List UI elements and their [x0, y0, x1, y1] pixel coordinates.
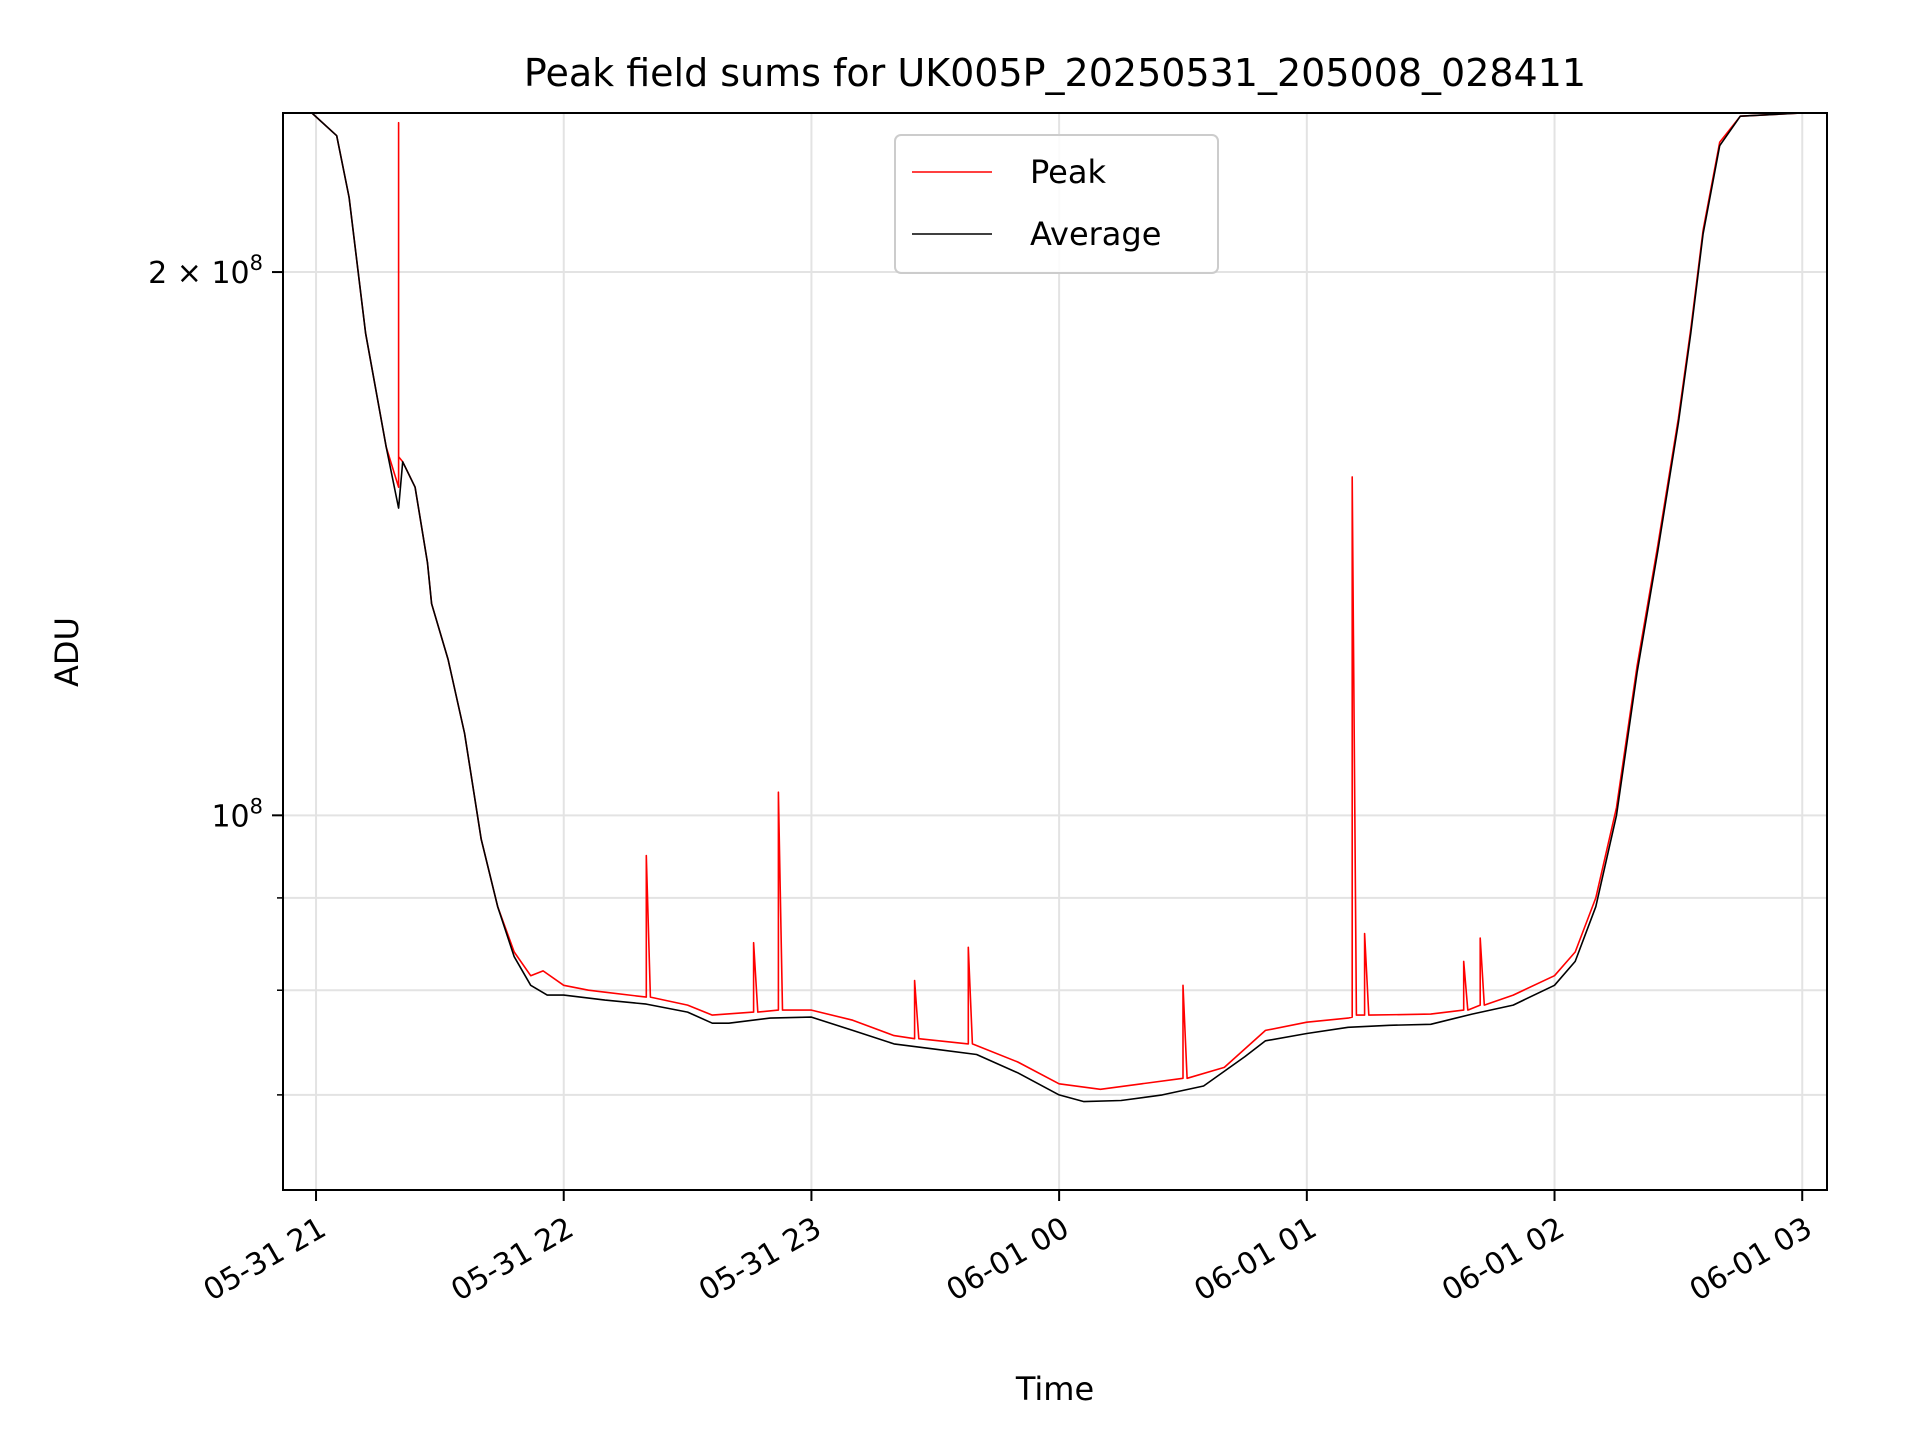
y-tick-label: 2 × 108 [148, 251, 263, 291]
series-line-average [311, 112, 1803, 1103]
y-tick-label: 108 [211, 794, 263, 834]
y-axis-label: ADU [48, 617, 86, 687]
gridlines [283, 113, 1827, 1190]
y-axis: 2 × 108 108 [148, 251, 283, 1096]
plot-lines [311, 112, 1803, 1103]
plot-frame [282, 112, 1828, 1191]
legend-label-average: Average [1030, 215, 1161, 253]
legend-label-peak: Peak [1030, 153, 1106, 191]
x-axis-label: Time [1015, 1370, 1094, 1408]
chart-title: Peak field sums for UK005P_20250531_2050… [524, 51, 1586, 95]
legend: Peak Average [894, 134, 1219, 274]
legend-box [894, 134, 1219, 274]
